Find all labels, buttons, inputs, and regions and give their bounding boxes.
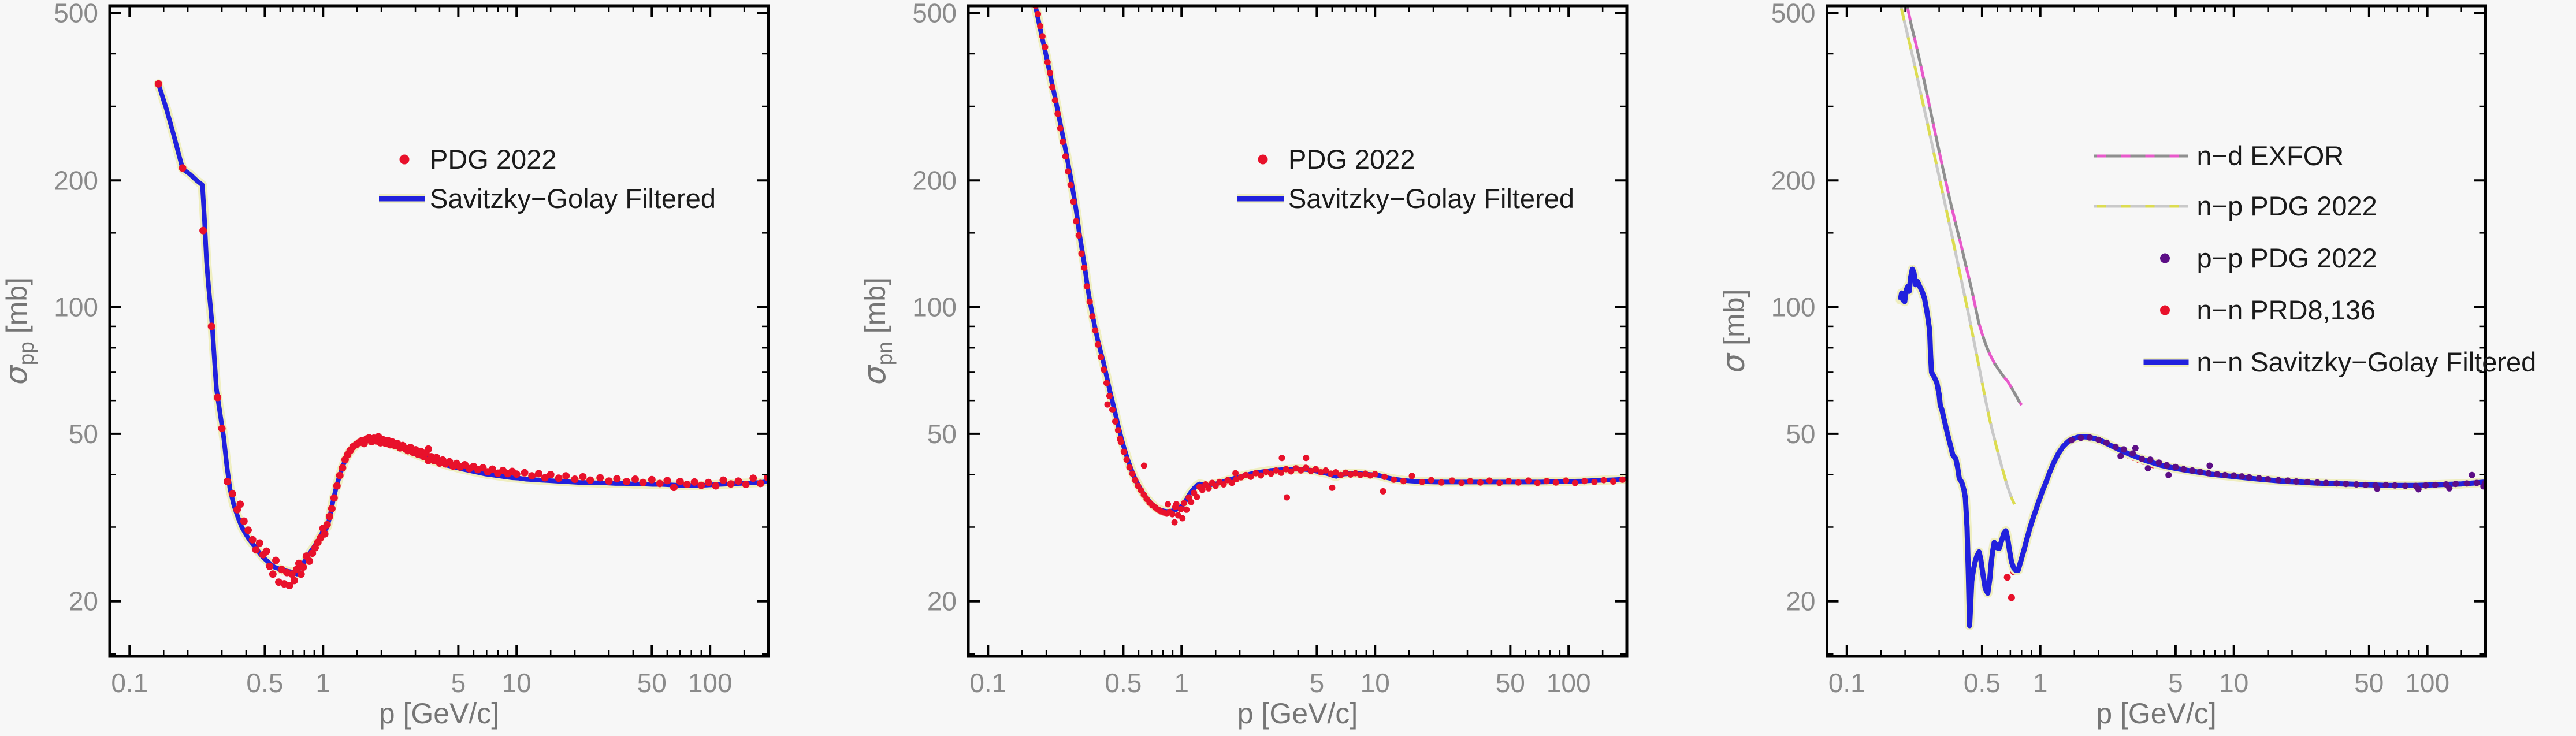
svg-text:50: 50 xyxy=(69,419,98,449)
y-tick-labels: 20 50 100 200 500 xyxy=(912,0,957,616)
legend-label-savitzky-golay-filtered: Savitzky−Golay Filtered xyxy=(430,183,716,214)
legend-item-n-n-prd8-136: n−n PRD8,136 xyxy=(2160,295,2376,325)
legend-label-n-n-prd8-136: n−n PRD8,136 xyxy=(2197,295,2376,325)
pp-plot: p [GeV/c] 0.1 0.5 1 5 10 50 100 20 50 100 200 500 σp… xyxy=(0,0,770,730)
x-tick-labels: 0.1 0.5 1 5 10 50 100 xyxy=(111,668,732,698)
legend-item-savitzky-golay-filtered: Savitzky−Golay Filtered xyxy=(379,183,716,214)
x-tick-labels: 0.1 0.5 1 5 10 50 100 xyxy=(1828,668,2449,698)
pn-plot-area xyxy=(1031,6,1627,526)
legend-label-pdg-2022: PDG 2022 xyxy=(430,144,556,174)
pp-y-axis-label: σpp [mb] xyxy=(0,277,38,385)
pn-frame xyxy=(967,4,1629,658)
svg-text:100: 100 xyxy=(1547,668,1591,698)
svg-text:5: 5 xyxy=(1310,668,1325,698)
nn-y-axis-label: σ [mb] xyxy=(1717,289,1752,373)
nn-nd-exfor-line xyxy=(1905,6,2023,406)
legend-label-n-p-pdg-2022: n−p PDG 2022 xyxy=(2197,191,2377,221)
svg-text:1: 1 xyxy=(315,668,330,698)
minor-ticks xyxy=(968,6,1627,656)
svg-text:200: 200 xyxy=(54,165,98,195)
svg-text:50: 50 xyxy=(1496,668,1525,698)
nn-nd-exfor-line-alt xyxy=(1905,6,2023,406)
nn-nn-savitzky-golay-filtered xyxy=(1897,266,2486,629)
major-ticks xyxy=(1827,6,2486,656)
svg-text:10: 10 xyxy=(2219,668,2248,698)
svg-text:500: 500 xyxy=(54,0,98,28)
pp-pdg-2022-points xyxy=(154,80,768,589)
svg-text:1: 1 xyxy=(1174,668,1189,698)
y-tick-labels: 20 50 100 200 500 xyxy=(54,0,98,616)
major-ticks xyxy=(968,6,1627,656)
legend-item-n-n-savitzky-golay-filtered: n−n Savitzky−Golay Filtered xyxy=(2143,347,2537,377)
minor-ticks xyxy=(110,6,768,656)
svg-text:50: 50 xyxy=(1786,419,1815,449)
svg-text:0.5: 0.5 xyxy=(1105,668,1142,698)
svg-text:0.5: 0.5 xyxy=(246,668,283,698)
svg-text:100: 100 xyxy=(1771,292,1816,322)
pn-savitzky-golay-filtered-halo xyxy=(1031,6,1627,516)
legend-item-pdg-2022: PDG 2022 xyxy=(1258,144,1415,174)
svg-text:5: 5 xyxy=(451,668,466,698)
x-axis-label: p [GeV/c] xyxy=(379,697,499,730)
svg-text:10: 10 xyxy=(1361,668,1390,698)
pn-pdg-2022-points xyxy=(1032,6,1626,526)
svg-text:20: 20 xyxy=(69,586,98,616)
nn-np-pdg-line xyxy=(1899,6,2016,505)
minor-ticks xyxy=(1827,6,2486,656)
plot-panel-nn: p [GeV/c] 0.1 0.5 1 5 10 50 100 20 50 100 200 500 σ … xyxy=(1717,0,2576,736)
x-tick-labels: 0.1 0.5 1 5 10 50 100 xyxy=(969,668,1590,698)
svg-text:10: 10 xyxy=(502,668,531,698)
svg-text:500: 500 xyxy=(912,0,957,28)
svg-text:50: 50 xyxy=(637,668,667,698)
pn-legend: PDG 2022 Savitzky−Golay Filtered xyxy=(1237,144,1574,214)
svg-text:0.1: 0.1 xyxy=(969,668,1006,698)
svg-text:0.1: 0.1 xyxy=(1828,668,1865,698)
plot-panel-pn: p [GeV/c] 0.1 0.5 1 5 10 50 100 20 50 100 200 500 σp… xyxy=(858,0,1717,736)
pdg-2022-marker-dot xyxy=(1258,154,1268,165)
x-axis-label: p [GeV/c] xyxy=(1237,697,1358,730)
n-n-prd8-136-marker-dot xyxy=(2160,305,2170,315)
nn-plot: p [GeV/c] 0.1 0.5 1 5 10 50 100 20 50 100 200 500 σ … xyxy=(1717,0,2537,730)
pn-y-axis-label: σpn [mb] xyxy=(858,277,897,385)
svg-text:100: 100 xyxy=(2405,668,2449,698)
pn-plot: p [GeV/c] 0.1 0.5 1 5 10 50 100 20 50 100 200 500 σp… xyxy=(858,0,1629,730)
legend-item-savitzky-golay-filtered: Savitzky−Golay Filtered xyxy=(1237,183,1574,214)
svg-text:5: 5 xyxy=(2168,668,2183,698)
nn-plot-area xyxy=(1895,6,2486,630)
svg-text:200: 200 xyxy=(912,165,957,195)
svg-text:20: 20 xyxy=(927,586,957,616)
svg-text:100: 100 xyxy=(54,292,98,322)
legend-label-savitzky-golay-filtered: Savitzky−Golay Filtered xyxy=(1288,183,1574,214)
svg-text:500: 500 xyxy=(1771,0,1816,28)
pp-legend: PDG 2022 Savitzky−Golay Filtered xyxy=(379,144,716,214)
legend-item-n-d-exfor: n−d EXFOR xyxy=(2094,140,2344,171)
nn-np-pdg-line-alt xyxy=(1899,6,2016,505)
svg-text:50: 50 xyxy=(2354,668,2384,698)
svg-text:200: 200 xyxy=(1771,165,1816,195)
svg-text:20: 20 xyxy=(1786,586,1815,616)
svg-text:100: 100 xyxy=(912,292,957,322)
pp-plot-area xyxy=(154,79,768,589)
x-axis-label: p [GeV/c] xyxy=(2096,697,2216,730)
p-p-pdg-2022-marker-dot xyxy=(2160,253,2170,263)
svg-text:1: 1 xyxy=(2033,668,2048,698)
major-ticks xyxy=(110,6,768,656)
nn-legend: n−d EXFOR n−p PDG 2022 p−p PDG 2022 n−n PRD… xyxy=(2094,140,2537,377)
legend-item-pdg-2022: PDG 2022 xyxy=(399,144,556,174)
svg-text:0.1: 0.1 xyxy=(111,668,148,698)
legend-label-n-n-savitzky-golay-filtered: n−n Savitzky−Golay Filtered xyxy=(2197,347,2537,377)
legend-item-p-p-pdg-2022: p−p PDG 2022 xyxy=(2160,243,2377,273)
pdg-2022-marker-dot xyxy=(399,154,410,165)
y-tick-labels: 20 50 100 200 500 xyxy=(1771,0,1816,616)
plot-panel-pp: p [GeV/c] 0.1 0.5 1 5 10 50 100 20 50 100 200 500 σp… xyxy=(0,0,858,736)
legend-label-n-d-exfor: n−d EXFOR xyxy=(2197,140,2344,171)
svg-text:0.5: 0.5 xyxy=(1964,668,2001,698)
legend-label-pdg-2022: PDG 2022 xyxy=(1288,144,1415,174)
svg-text:100: 100 xyxy=(688,668,733,698)
legend-item-n-p-pdg-2022: n−p PDG 2022 xyxy=(2094,191,2377,221)
svg-text:50: 50 xyxy=(927,419,957,449)
legend-label-p-p-pdg-2022: p−p PDG 2022 xyxy=(2197,243,2377,273)
